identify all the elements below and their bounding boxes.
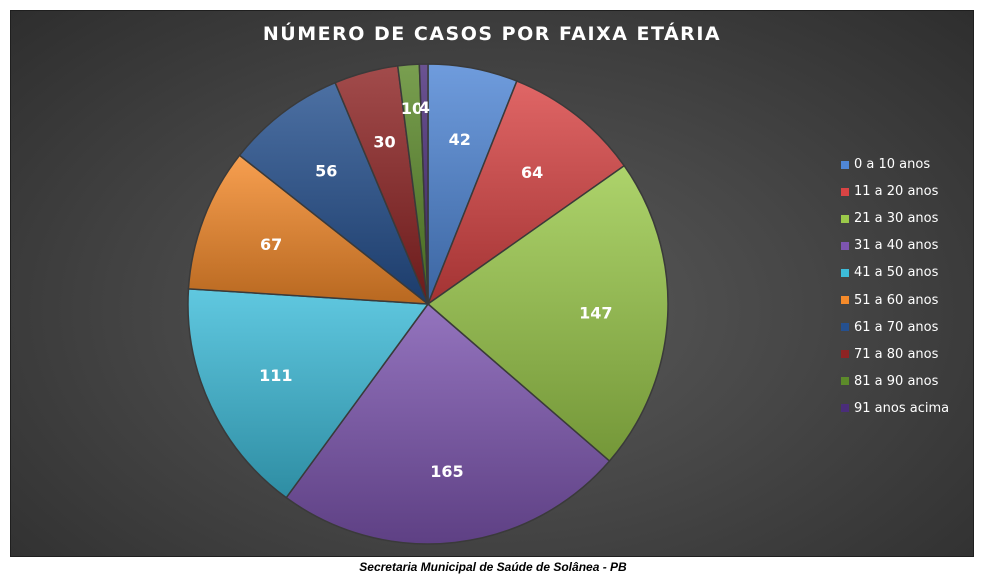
legend-swatch	[841, 160, 849, 169]
data-label: 67	[260, 235, 282, 254]
legend-label: 11 a 20 anos	[854, 184, 939, 200]
data-label: 165	[430, 462, 463, 481]
data-label: 42	[449, 130, 471, 149]
pie-slice	[426, 164, 669, 463]
legend-swatch	[841, 296, 849, 305]
legend-item: 11 a 20 anos	[841, 178, 949, 205]
legend-item: 31 a 40 anos	[841, 232, 949, 259]
pie-slice	[285, 302, 611, 545]
legend-swatch	[841, 404, 849, 413]
pie-slice	[187, 288, 430, 499]
legend-item: 0 a 10 anos	[841, 151, 949, 178]
source-footer: Secretaria Municipal de Saúde de Solânea…	[359, 560, 627, 574]
data-label: 111	[259, 366, 292, 385]
legend-label: 71 a 80 anos	[854, 346, 939, 362]
pie-chart: 42 64 147 165 111 67 56 30 104	[187, 63, 669, 545]
pie-slice	[238, 81, 430, 307]
legend-item: 51 a 60 anos	[841, 286, 949, 313]
pie-slice	[426, 80, 626, 307]
legend-label: 81 a 90 anos	[854, 373, 939, 389]
legend-item: 61 a 70 anos	[841, 314, 949, 341]
legend-label: 21 a 30 anos	[854, 211, 939, 227]
legend-swatch	[841, 241, 849, 250]
legend-label: 51 a 60 anos	[854, 292, 939, 308]
legend-item: 71 a 80 anos	[841, 341, 949, 368]
data-label: 147	[579, 303, 612, 322]
legend-swatch	[841, 268, 849, 277]
legend-label: 91 anos acima	[854, 400, 950, 416]
legend-swatch	[841, 377, 849, 386]
legend-item: 21 a 30 anos	[841, 205, 949, 232]
legend-label: 31 a 40 anos	[854, 238, 939, 254]
legend-item: 91 anos acima	[841, 395, 949, 422]
data-label: 64	[521, 163, 543, 182]
legend-swatch	[841, 187, 849, 196]
data-label: 10	[401, 99, 423, 118]
legend-swatch	[841, 323, 849, 332]
legend-label: 61 a 70 anos	[854, 319, 939, 335]
pie-slice	[187, 154, 431, 305]
legend-swatch	[841, 214, 849, 223]
legend-swatch	[841, 350, 849, 359]
data-label: 30	[373, 133, 395, 152]
legend-item: 41 a 50 anos	[841, 259, 949, 286]
chart-title: NÚMERO DE CASOS POR FAIXA ETÁRIA	[262, 23, 722, 45]
legend-label: 41 a 50 anos	[854, 265, 939, 281]
legend-label: 0 a 10 anos	[854, 157, 931, 173]
data-label: 56	[315, 161, 337, 180]
chart-area: NÚMERO DE CASOS POR FAIXA ETÁRIA 42 64 147…	[10, 10, 974, 557]
data-label: 4	[419, 98, 430, 117]
chart-legend: 0 a 10 anos 11 a 20 anos 21 a 30 anos 31 a …	[841, 151, 949, 422]
pie-slice	[418, 63, 429, 305]
legend-item: 81 a 90 anos	[841, 368, 949, 395]
